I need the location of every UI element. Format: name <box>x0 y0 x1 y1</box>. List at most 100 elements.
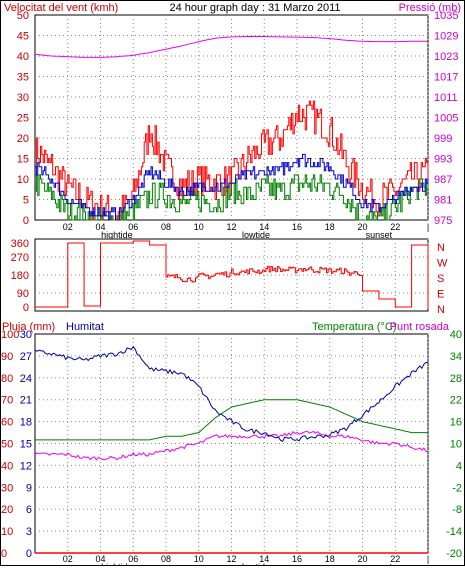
rain-tick-label: 24 <box>20 373 32 385</box>
temperature-tick-label: -2 <box>452 482 462 494</box>
wind-event-labels: hightide lowtide sunset <box>101 230 393 240</box>
humidity-hour-tick-label: 10 <box>194 554 204 564</box>
humidity-tick-label: 90 <box>1 351 13 363</box>
humidity-hour-tick-label: | <box>427 554 429 564</box>
direction-tick-label: 90 <box>17 288 29 300</box>
compass-letter: N <box>437 304 445 316</box>
pressure-tick-label: 975 <box>434 215 452 227</box>
rain-tick-label: 0 <box>26 548 32 560</box>
wind-speed-tick-label: 25 <box>17 113 29 125</box>
pressure-tick-label: 1029 <box>434 31 458 43</box>
rain-tick-label: 27 <box>20 351 32 363</box>
humidity-hour-tick-label: 04 <box>95 554 105 564</box>
wind-speed-tick-label: 30 <box>17 92 29 104</box>
compass-letter: N <box>437 242 445 254</box>
humidity-tick-label: 0 <box>1 548 7 560</box>
pressure-line <box>34 36 428 58</box>
humidity-axis-title: Humitat <box>66 321 104 333</box>
compass-letter: S <box>437 273 444 285</box>
direction-series <box>35 240 429 309</box>
rain-tick-label: 9 <box>26 482 32 494</box>
wind-event-label: lowtide <box>242 230 270 240</box>
wind-hour-tick-label: 18 <box>325 222 335 232</box>
wind-speed-tick-label: 0 <box>23 215 29 227</box>
temperature-tick-label: -8 <box>452 504 462 516</box>
pressure-tick-label: 993 <box>434 154 452 166</box>
rain-tick-label: 21 <box>20 395 32 407</box>
temperature-ticks: -20 -14 -8 -2 4 10 16 22 28 34 40 <box>446 329 462 560</box>
wind-speed-tick-label: 50 <box>17 10 29 22</box>
temperature-tick-label: 4 <box>456 460 462 472</box>
humidity-hour-tick-label: 12 <box>226 554 236 564</box>
pressure-ticks: 975 981 987 993 999 1005 1011 1017 1023 1029 1035 <box>434 10 458 227</box>
temperature-tick-label: 34 <box>450 351 462 363</box>
wind-series <box>34 36 429 221</box>
rain-tick-label: 15 <box>20 439 32 451</box>
dewpoint-line <box>34 430 429 461</box>
humidity-hour-tick-label: 08 <box>161 554 171 564</box>
humidity-tick-label: 60 <box>1 417 13 429</box>
wind-direction-line <box>35 240 429 309</box>
pressure-tick-label: 1035 <box>434 10 458 22</box>
rain-tick-label: 12 <box>20 460 32 472</box>
wind-pressure-panel: 0 5 10 15 20 25 30 35 40 45 50 975 981 987 993 999 1005… <box>17 10 459 240</box>
temperature-axis-title: Temperatura (°C) <box>312 321 396 333</box>
wind-min-line <box>35 174 429 221</box>
wind-hour-tick-label: 10 <box>194 222 204 232</box>
wind-hour-tick-label: | <box>427 222 429 232</box>
pressure-tick-label: 981 <box>434 195 452 207</box>
pressure-tick-label: 1023 <box>434 51 458 63</box>
wind-speed-tick-label: 35 <box>17 72 29 84</box>
wind-hour-tick-label: 20 <box>357 222 367 232</box>
wind-speed-axis-title: Velocitat del vent (kmh) <box>4 2 118 14</box>
pressure-tick-label: 1017 <box>434 72 458 84</box>
wind-speed-tick-label: 40 <box>17 51 29 63</box>
wind-speed-tick-label: 45 <box>17 31 29 43</box>
humidity-line <box>34 345 429 442</box>
humidity-temperature-panel: 0 10 20 30 40 50 60 70 80 90 100 0 3 6 9 12 15 18 21 24 27 3… <box>1 329 462 571</box>
temperature-tick-label: 22 <box>450 395 462 407</box>
wind-speed-tick-label: 15 <box>17 154 29 166</box>
wind-speed-tick-label: 5 <box>23 195 29 207</box>
temperature-line <box>35 399 428 441</box>
humidity-series <box>34 345 429 554</box>
humidity-hour-tick-label: 02 <box>63 554 73 564</box>
wind-event-label: sunset <box>366 230 393 240</box>
wind-hour-tick-label: 08 <box>161 222 171 232</box>
humidity-tick-label: 100 <box>1 329 19 341</box>
temperature-tick-label: 28 <box>450 373 462 385</box>
graph-title: 24 hour graph day : 31 Marzo 2011 <box>169 2 340 14</box>
wind-hour-tick-label: 14 <box>259 222 269 232</box>
wind-hour-ticks: 02 04 06 08 10 12 14 16 18 20 22 | <box>63 222 429 232</box>
humidity-tick-label: 40 <box>1 460 13 472</box>
direction-tick-label: 0 <box>23 302 29 314</box>
rain-tick-label: 18 <box>20 417 32 429</box>
humidity-hour-ticks: 02 04 06 08 10 12 14 16 18 20 22 | <box>63 554 429 564</box>
pressure-axis-title: Pressió (mb) <box>399 2 461 14</box>
rain-axis-title: Pluja (mm) <box>2 321 55 333</box>
wind-hour-tick-label: 04 <box>95 222 105 232</box>
humidity-hour-tick-label: 18 <box>325 554 335 564</box>
wind-hour-tick-label: 22 <box>390 222 400 232</box>
humidity-event-label: sunset <box>366 562 393 566</box>
pressure-tick-label: 1005 <box>434 113 458 125</box>
rain-ticks: 0 3 6 9 12 15 18 21 24 27 30 <box>20 329 32 560</box>
temperature-tick-label: 10 <box>450 439 462 451</box>
wind-event-label: hightide <box>101 230 133 240</box>
pressure-tick-label: 987 <box>434 174 452 186</box>
direction-degree-ticks: 0 90 180 270 360 <box>11 238 29 314</box>
pressure-tick-label: 999 <box>434 133 452 145</box>
humidity-hour-tick-label: 20 <box>357 554 367 564</box>
pressure-tick-label: 1011 <box>434 92 458 104</box>
humidity-tick-label: 50 <box>1 439 13 451</box>
rain-tick-label: 30 <box>20 329 32 341</box>
wind-hour-tick-label: 06 <box>128 222 138 232</box>
dewpoint-axis-title: Punt rosada <box>390 321 450 333</box>
direction-tick-label: 360 <box>11 238 29 250</box>
compass-letter: W <box>437 258 448 270</box>
wind-average-line <box>35 153 429 221</box>
temperature-tick-label: 40 <box>450 329 462 341</box>
